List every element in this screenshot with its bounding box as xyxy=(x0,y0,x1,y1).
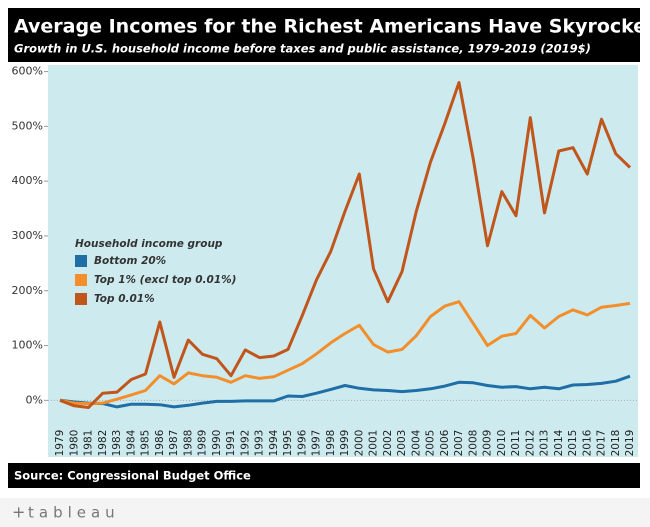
x-tick-label: 1993 xyxy=(254,430,266,457)
x-tick-label: 2008 xyxy=(467,430,479,457)
line xyxy=(59,81,632,409)
footer xyxy=(0,498,650,527)
line xyxy=(59,374,631,409)
x-tick-label: 2011 xyxy=(510,430,522,457)
y-tick-label: 400% xyxy=(12,174,43,187)
x-tick-label: 2004 xyxy=(410,429,422,456)
title-bar xyxy=(8,8,640,62)
legend-label: Bottom 20% xyxy=(94,255,166,267)
x-tick-label: 1985 xyxy=(140,430,152,457)
x-tick-label: 2000 xyxy=(353,430,365,457)
chart-subtitle: Growth in U.S. household income before t… xyxy=(14,42,591,56)
x-tick-label: 1994 xyxy=(268,429,280,456)
x-tick-label: 1979 xyxy=(54,430,66,457)
x-tick-label: 2016 xyxy=(581,429,593,456)
x-tick-label: 1989 xyxy=(197,430,209,457)
x-tick-label: 1986 xyxy=(154,429,166,456)
x-tick-label: 1990 xyxy=(211,430,223,457)
brand-plus: + xyxy=(12,503,25,522)
x-tick-label: 2015 xyxy=(567,430,579,457)
x-tick-label: 2018 xyxy=(610,430,622,457)
x-tick-label: 1984 xyxy=(125,429,137,456)
x-tick-label: 2001 xyxy=(368,430,380,457)
y-tick-label: 100% xyxy=(12,339,43,352)
x-tick-label: 1995 xyxy=(282,430,294,457)
x-tick-label: 2013 xyxy=(539,430,551,457)
legend-swatch xyxy=(75,293,87,305)
brand: tableau xyxy=(28,504,120,522)
source-bar xyxy=(8,463,640,488)
x-tick-label: 2007 xyxy=(453,430,465,457)
x-tick-label: 2014 xyxy=(553,429,565,456)
x-tick-label: 1997 xyxy=(311,430,323,457)
x-tick-label: 1991 xyxy=(225,430,237,457)
legend-label: Top 1% (excl top 0.01%) xyxy=(94,274,236,286)
y-tick-label: 500% xyxy=(12,119,43,132)
x-tick-label: 1992 xyxy=(239,430,251,457)
x-tick-label: 1981 xyxy=(83,430,95,457)
x-tick-label: 2012 xyxy=(524,430,536,457)
y-tick-label: 600% xyxy=(12,65,43,78)
x-tick-label: 2019 xyxy=(624,430,636,457)
x-tick-label: 2005 xyxy=(425,430,437,457)
legend-swatch xyxy=(75,274,87,286)
y-tick-label: 0% xyxy=(26,393,43,406)
x-tick-label: 2003 xyxy=(396,430,408,457)
x-tick-label: 1980 xyxy=(68,430,80,457)
legend-label: Top 0.01% xyxy=(94,293,155,305)
x-tick-label: 1998 xyxy=(325,430,337,457)
legend-title: Household income group xyxy=(75,238,223,250)
x-tick-label: 1983 xyxy=(111,430,123,457)
legend-swatch xyxy=(75,255,87,267)
x-tick-label: 2009 xyxy=(482,430,494,457)
x-tick-label: 2010 xyxy=(496,430,508,457)
line xyxy=(59,300,631,406)
x-tick-label: 1982 xyxy=(97,430,109,457)
source: Source: Congressional Budget Office xyxy=(14,469,251,483)
x-tick-label: 1999 xyxy=(339,430,351,457)
x-tick-label: 2017 xyxy=(596,430,608,457)
x-tick-label: 1988 xyxy=(182,430,194,457)
chart-title: Average Incomes for the Richest American… xyxy=(14,16,650,38)
y-tick-label: 200% xyxy=(12,284,43,297)
y-tick-label: 300% xyxy=(12,229,43,242)
x-tick-label: 2002 xyxy=(382,430,394,457)
x-tick-label: 1996 xyxy=(296,429,308,456)
x-tick-label: 2006 xyxy=(439,429,451,456)
x-tick-label: 1987 xyxy=(168,430,180,457)
